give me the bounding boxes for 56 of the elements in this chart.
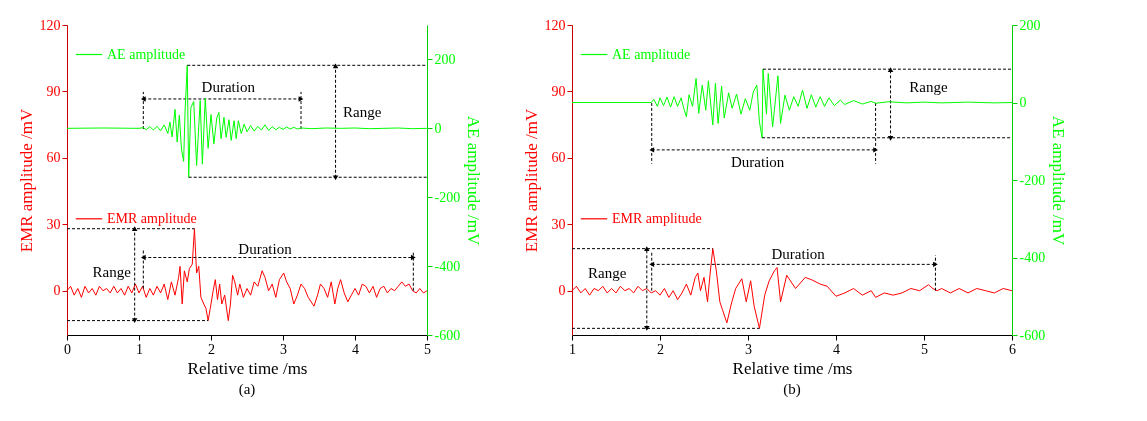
annotation: Duration	[731, 154, 785, 171]
y-tick-label: 60	[46, 150, 61, 166]
annotation: Duration	[201, 79, 256, 95]
legend-label: AE amplitude	[107, 46, 186, 62]
y-tick-label: 30	[46, 216, 61, 232]
text: (a)	[238, 381, 256, 398]
y2-tick-label: 200	[434, 51, 456, 67]
line-series	[571, 248, 1013, 329]
line-series	[571, 68, 1013, 139]
y-tick-label: 90	[46, 83, 61, 99]
y2-tick-label: -600	[434, 327, 461, 343]
x-axis-title: Relative time /ms	[732, 358, 853, 378]
y2-tick-label: 200	[1019, 17, 1041, 33]
annotation: Duration	[771, 245, 826, 262]
y2-tick-label: 0	[1019, 95, 1027, 110]
legend-label: EMR amplitude	[107, 210, 197, 226]
y2-tick-label: -200	[434, 189, 461, 205]
line-series	[66, 64, 428, 178]
annotation: Range	[92, 263, 132, 280]
y-axis-title: EMR amplitude /mV	[521, 108, 541, 253]
y2-tick-label: 0	[434, 120, 442, 136]
y-tick-label: 120	[544, 17, 566, 33]
line-series	[66, 228, 428, 322]
y-tick-label: 30	[551, 216, 566, 232]
x-tick-label: 6	[1009, 341, 1016, 357]
x-tick-label: 1	[569, 341, 576, 357]
x-tick-label: 3	[280, 341, 287, 357]
y2-axis-title: AE amplitude /mV	[1049, 115, 1069, 246]
y2-tick-label: -600	[1019, 327, 1046, 343]
x-tick-label: 4	[352, 341, 359, 357]
y-tick-label: 60	[551, 150, 566, 166]
x-tick-label: 5	[921, 341, 928, 357]
y-tick-label: 120	[39, 17, 61, 33]
text: (b)	[783, 381, 801, 398]
y-tick-label: 90	[551, 83, 566, 99]
y2-tick-label: -400	[434, 258, 461, 274]
x-tick-label: 4	[833, 341, 840, 357]
y-axis-title: EMR amplitude /mV	[16, 108, 36, 253]
y2-axis-title: AE amplitude /mV	[464, 115, 484, 246]
x-tick-label: 5	[424, 341, 431, 357]
annotation: Range	[909, 79, 948, 95]
y-tick-label: 0	[558, 283, 566, 299]
x-tick-label: 2	[657, 341, 664, 357]
x-tick-label: 1	[136, 341, 143, 357]
annotation: Range	[588, 265, 627, 282]
y2-tick-label: -200	[1019, 172, 1046, 188]
y2-tick-label: -400	[1019, 250, 1046, 265]
legend-label: AE amplitude	[612, 46, 691, 62]
x-tick-label: 2	[208, 341, 215, 357]
legend-label: EMR amplitude	[612, 210, 702, 226]
annotation: Range	[343, 104, 382, 121]
y-tick-label: 0	[53, 283, 61, 299]
x-tick-label: 3	[745, 341, 752, 357]
x-axis-title: Relative time /ms	[187, 358, 308, 378]
annotation: Duration	[238, 240, 293, 257]
x-tick-label: 0	[64, 341, 71, 357]
